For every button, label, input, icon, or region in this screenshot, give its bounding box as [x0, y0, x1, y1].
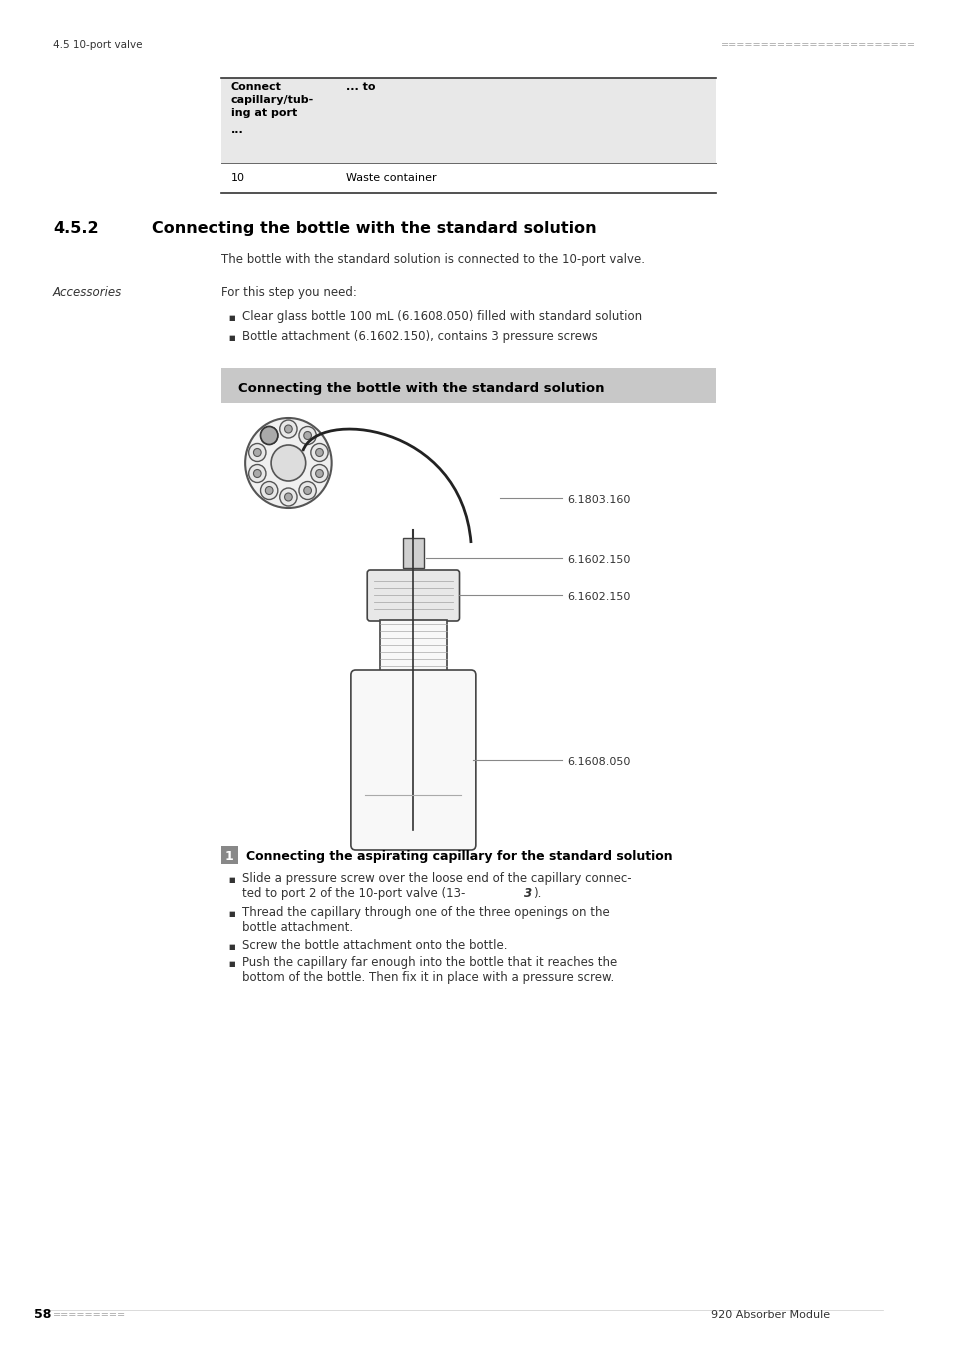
Circle shape [303, 432, 311, 440]
Text: ■: ■ [229, 944, 235, 950]
Circle shape [265, 432, 273, 440]
Text: ■: ■ [229, 911, 235, 917]
Text: 10: 10 [231, 173, 245, 184]
Circle shape [284, 425, 292, 433]
Circle shape [311, 444, 328, 462]
Text: 6.1602.150: 6.1602.150 [567, 593, 630, 602]
Text: ■: ■ [229, 961, 235, 967]
Text: 6.1803.160: 6.1803.160 [567, 495, 630, 505]
Text: 920 Absorber Module: 920 Absorber Module [711, 1310, 830, 1320]
Text: ing at port: ing at port [231, 108, 296, 117]
Text: ).: ). [532, 887, 540, 900]
Text: ========================: ======================== [720, 40, 915, 50]
Circle shape [265, 486, 273, 494]
Text: Waste container: Waste container [346, 173, 436, 184]
Text: 58: 58 [33, 1308, 51, 1322]
Text: ... to: ... to [346, 82, 375, 92]
FancyBboxPatch shape [221, 846, 238, 864]
Circle shape [249, 444, 266, 462]
Text: ...: ... [231, 126, 243, 135]
Text: 4.5.2: 4.5.2 [52, 221, 98, 236]
Circle shape [260, 427, 277, 444]
Circle shape [253, 448, 261, 456]
Circle shape [271, 446, 305, 481]
FancyBboxPatch shape [367, 570, 459, 621]
Text: ■: ■ [229, 315, 235, 321]
Text: Push the capillary far enough into the bottle that it reaches the: Push the capillary far enough into the b… [242, 956, 617, 969]
Text: bottom of the bottle. Then fix it in place with a pressure screw.: bottom of the bottle. Then fix it in pla… [242, 971, 614, 984]
Text: ■: ■ [229, 878, 235, 883]
Text: 6.1608.050: 6.1608.050 [567, 757, 630, 767]
Text: 6.1602.150: 6.1602.150 [567, 555, 630, 566]
Circle shape [298, 427, 316, 444]
Text: ■: ■ [229, 335, 235, 342]
FancyBboxPatch shape [221, 369, 716, 404]
Circle shape [245, 418, 332, 508]
FancyBboxPatch shape [351, 670, 476, 850]
Circle shape [298, 482, 316, 500]
Text: bottle attachment.: bottle attachment. [242, 921, 353, 934]
Text: 4.5 10-port valve: 4.5 10-port valve [52, 40, 142, 50]
Text: Connecting the bottle with the standard solution: Connecting the bottle with the standard … [152, 221, 596, 236]
Text: For this step you need:: For this step you need: [221, 286, 356, 298]
Text: Thread the capillary through one of the three openings on the: Thread the capillary through one of the … [242, 906, 609, 919]
Circle shape [315, 470, 323, 478]
Text: Clear glass bottle 100 mL (6.1608.050) filled with standard solution: Clear glass bottle 100 mL (6.1608.050) f… [242, 310, 641, 323]
FancyBboxPatch shape [221, 369, 716, 818]
FancyBboxPatch shape [379, 620, 447, 675]
Circle shape [284, 493, 292, 501]
Text: =========: ========= [52, 1310, 126, 1320]
Text: Bottle attachment (6.1602.150), contains 3 pressure screws: Bottle attachment (6.1602.150), contains… [242, 329, 598, 343]
Text: 1: 1 [225, 850, 233, 863]
Text: Connecting the bottle with the standard solution: Connecting the bottle with the standard … [238, 382, 604, 396]
Text: Connect: Connect [231, 82, 281, 92]
Text: capillary/tub-: capillary/tub- [231, 95, 314, 105]
Circle shape [279, 487, 296, 506]
Text: Screw the bottle attachment onto the bottle.: Screw the bottle attachment onto the bot… [242, 940, 507, 952]
Text: 3: 3 [523, 887, 532, 900]
Circle shape [260, 482, 277, 500]
Text: The bottle with the standard solution is connected to the 10-port valve.: The bottle with the standard solution is… [221, 252, 644, 266]
Circle shape [253, 470, 261, 478]
Circle shape [260, 427, 277, 444]
Circle shape [315, 448, 323, 456]
FancyBboxPatch shape [221, 404, 716, 818]
FancyBboxPatch shape [221, 78, 716, 163]
FancyBboxPatch shape [402, 539, 423, 568]
Circle shape [311, 464, 328, 482]
Circle shape [303, 486, 311, 494]
Text: Connecting the aspirating capillary for the standard solution: Connecting the aspirating capillary for … [246, 850, 672, 863]
Circle shape [279, 420, 296, 437]
Text: Accessories: Accessories [52, 286, 122, 298]
Text: Slide a pressure screw over the loose end of the capillary connec-: Slide a pressure screw over the loose en… [242, 872, 631, 886]
Circle shape [249, 464, 266, 482]
Text: ted to port 2 of the 10-port valve (13-: ted to port 2 of the 10-port valve (13- [242, 887, 465, 900]
